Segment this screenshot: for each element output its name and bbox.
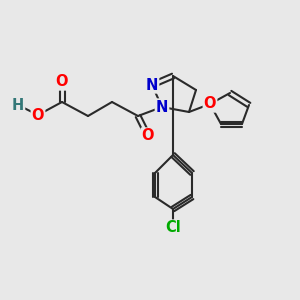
Text: O: O [56,74,68,89]
Text: N: N [156,100,168,115]
Text: O: O [32,107,44,122]
Text: O: O [142,128,154,143]
Text: N: N [146,77,158,92]
Text: H: H [12,98,24,112]
Text: O: O [204,97,216,112]
Text: Cl: Cl [165,220,181,236]
